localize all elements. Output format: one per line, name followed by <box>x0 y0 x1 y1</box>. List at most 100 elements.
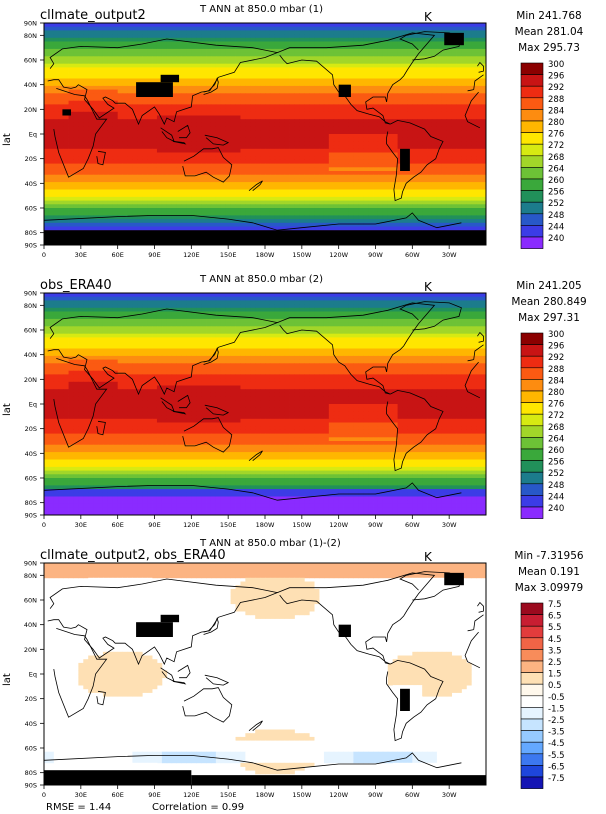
lat-tick-label: Eq <box>29 671 37 679</box>
lon-tick-label: 30W <box>442 521 457 529</box>
lat-tick-label: Eq <box>29 131 37 139</box>
colorbar-swatch <box>520 402 544 415</box>
colorbar-label: -0.5 <box>548 693 565 703</box>
lon-tick-label: 30E <box>75 251 87 259</box>
colorbar-swatch <box>520 776 544 789</box>
missing-data-mask <box>444 32 464 46</box>
lat-tick-label: 90N <box>24 290 37 298</box>
colorbar-swatch <box>520 602 544 615</box>
colorbar-swatch <box>520 413 544 427</box>
colorbar-swatch <box>520 625 544 639</box>
temperature-field <box>44 23 487 246</box>
colorbar-label: 240 <box>548 504 564 514</box>
missing-data-mask <box>444 572 464 586</box>
colorbar-swatch <box>520 695 544 708</box>
lon-tick-label: 150W <box>292 251 311 259</box>
colorbar-swatch <box>520 683 544 697</box>
stat-min: Min 241.768 <box>516 10 582 22</box>
colorbar-label: 300 <box>548 60 564 70</box>
lon-tick-label: 150W <box>292 521 311 529</box>
colorbar-label: 296 <box>548 72 564 82</box>
lat-tick-label: 60S <box>25 745 37 753</box>
panel-diff: cllmate_output2, obs_ERA40 T ANN at 850.… <box>0 538 606 814</box>
colorbar-swatch <box>520 62 544 75</box>
lat-tick-label: 80N <box>24 32 37 40</box>
units-label: K <box>424 280 432 294</box>
lon-tick-label: 150E <box>220 791 237 799</box>
colorbar-swatch <box>520 236 544 249</box>
colorbar-label: 252 <box>548 469 564 479</box>
lat-tick-label: 20N <box>24 376 37 384</box>
stat-max: Max 297.31 <box>518 312 580 324</box>
colorbar-swatch <box>520 483 544 496</box>
colorbar-label: 268 <box>548 423 564 433</box>
lon-tick-label: 0 <box>42 251 46 259</box>
lat-tick-label: 20N <box>24 106 37 114</box>
lon-tick-label: 0 <box>42 791 46 799</box>
stat-min: Min -7.31956 <box>514 550 584 562</box>
missing-data-mask <box>44 230 486 245</box>
lon-tick-label: 60E <box>111 521 123 529</box>
colorbar-label: 284 <box>548 106 564 116</box>
colorbar-swatch <box>520 448 544 461</box>
lat-tick-label: 80S <box>25 769 37 777</box>
colorbar-swatch <box>520 155 544 168</box>
missing-data-mask <box>338 624 351 637</box>
stat-mean: Mean 280.849 <box>511 296 587 308</box>
lon-tick-label: 60E <box>111 251 123 259</box>
temperature-field <box>44 293 487 516</box>
colorbar-label: 268 <box>548 153 564 163</box>
colorbar-swatch <box>520 178 544 191</box>
lon-tick-label: 150E <box>220 251 237 259</box>
colorbar-label: 260 <box>548 446 564 456</box>
colorbar-swatch <box>520 506 544 519</box>
colorbar-label: 276 <box>548 130 564 140</box>
stat-mean: Mean 281.04 <box>514 26 584 38</box>
colorbar-label: 292 <box>548 83 564 93</box>
missing-data-mask <box>400 148 410 171</box>
lat-tick-label: Eq <box>29 401 37 409</box>
colorbar-swatch <box>520 109 544 122</box>
lat-tick-label: 60S <box>25 205 37 213</box>
colorbar-swatch <box>520 120 544 133</box>
panel-obs: obs_ERA40 T ANN at 850.0 mbar (2) K Min … <box>0 270 606 540</box>
stat-min: Min 241.205 <box>516 280 582 292</box>
colorbar-label: -4.5 <box>548 739 565 749</box>
units-label: K <box>424 550 432 564</box>
missing-data-mask <box>160 74 180 83</box>
lat-tick-label: 90N <box>24 560 37 568</box>
map-plot: 90N 80N 60N 40N 20N Eq 20S 40S 60S 80S 90S 0 30E 60E 9… <box>24 290 564 530</box>
colorbar-label: 288 <box>548 365 564 375</box>
lon-tick-label: 120E <box>183 521 200 529</box>
colorbar-swatch <box>520 225 544 238</box>
colorbar-label: 256 <box>548 188 564 198</box>
lat-tick-label: 60N <box>24 597 37 605</box>
colorbar-swatch <box>520 332 544 345</box>
lat-tick-label: 60N <box>24 327 37 335</box>
lat-tick-label: 40N <box>24 81 37 89</box>
lon-tick-label: 30W <box>442 791 457 799</box>
lon-tick-label: 180W <box>256 521 275 529</box>
lon-tick-label: 150W <box>292 791 311 799</box>
colorbar-label: 280 <box>548 388 564 398</box>
colorbar-label: 2.5 <box>548 658 562 668</box>
colorbar-swatch <box>520 707 544 720</box>
lat-tick-label: 40N <box>24 351 37 359</box>
colorbar-swatch <box>520 637 544 650</box>
colorbar-swatch <box>520 85 544 99</box>
lon-tick-label: 150E <box>220 521 237 529</box>
colorbar-swatch <box>520 367 544 380</box>
colorbar-label: 272 <box>548 141 564 151</box>
colorbar-swatch <box>520 614 544 627</box>
colorbar-swatch <box>520 379 544 392</box>
lon-tick-label: 90W <box>368 791 383 799</box>
colorbar-swatch <box>520 425 544 438</box>
lon-tick-label: 120W <box>329 791 348 799</box>
colorbar-label: -1.5 <box>548 704 565 714</box>
lon-tick-label: 180W <box>256 251 275 259</box>
colorbar-label: 292 <box>548 353 564 363</box>
lat-tick-label: 90S <box>25 242 37 250</box>
lon-tick-label: 90E <box>148 521 160 529</box>
missing-data-mask <box>136 622 173 637</box>
colorbar-label: 260 <box>548 176 564 186</box>
